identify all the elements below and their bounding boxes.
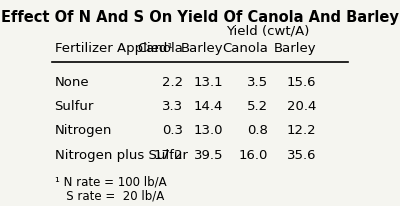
Text: 5.2: 5.2 <box>247 100 268 113</box>
Text: Fertilizer Applied¹: Fertilizer Applied¹ <box>55 42 172 55</box>
Text: 35.6: 35.6 <box>286 149 316 162</box>
Text: Effect Of N And S On Yield Of Canola And Barley: Effect Of N And S On Yield Of Canola And… <box>1 10 399 25</box>
Text: None: None <box>55 76 89 89</box>
Text: Canola: Canola <box>137 42 183 55</box>
Text: Yield (cwt/A): Yield (cwt/A) <box>226 24 310 37</box>
Text: Sulfur: Sulfur <box>55 100 94 113</box>
Text: Canola: Canola <box>222 42 268 55</box>
Text: 14.4: 14.4 <box>194 100 223 113</box>
Text: Nitrogen plus Sulfur: Nitrogen plus Sulfur <box>55 149 188 162</box>
Text: S rate =  20 lb/A: S rate = 20 lb/A <box>55 189 164 202</box>
Text: Barley: Barley <box>180 42 223 55</box>
Text: Barley: Barley <box>273 42 316 55</box>
Text: 3.3: 3.3 <box>162 100 183 113</box>
Text: Nitrogen: Nitrogen <box>55 124 112 137</box>
Text: 15.6: 15.6 <box>286 76 316 89</box>
Text: 13.0: 13.0 <box>194 124 223 137</box>
Text: ¹ N rate = 100 lb/A: ¹ N rate = 100 lb/A <box>55 175 166 188</box>
Text: 2.2: 2.2 <box>162 76 183 89</box>
Text: 39.5: 39.5 <box>194 149 223 162</box>
Text: 17.2: 17.2 <box>153 149 183 162</box>
Text: 20.4: 20.4 <box>287 100 316 113</box>
Text: 12.2: 12.2 <box>286 124 316 137</box>
Text: 0.8: 0.8 <box>247 124 268 137</box>
Text: 16.0: 16.0 <box>239 149 268 162</box>
Text: 13.1: 13.1 <box>194 76 223 89</box>
Text: 3.5: 3.5 <box>247 76 268 89</box>
Text: 0.3: 0.3 <box>162 124 183 137</box>
